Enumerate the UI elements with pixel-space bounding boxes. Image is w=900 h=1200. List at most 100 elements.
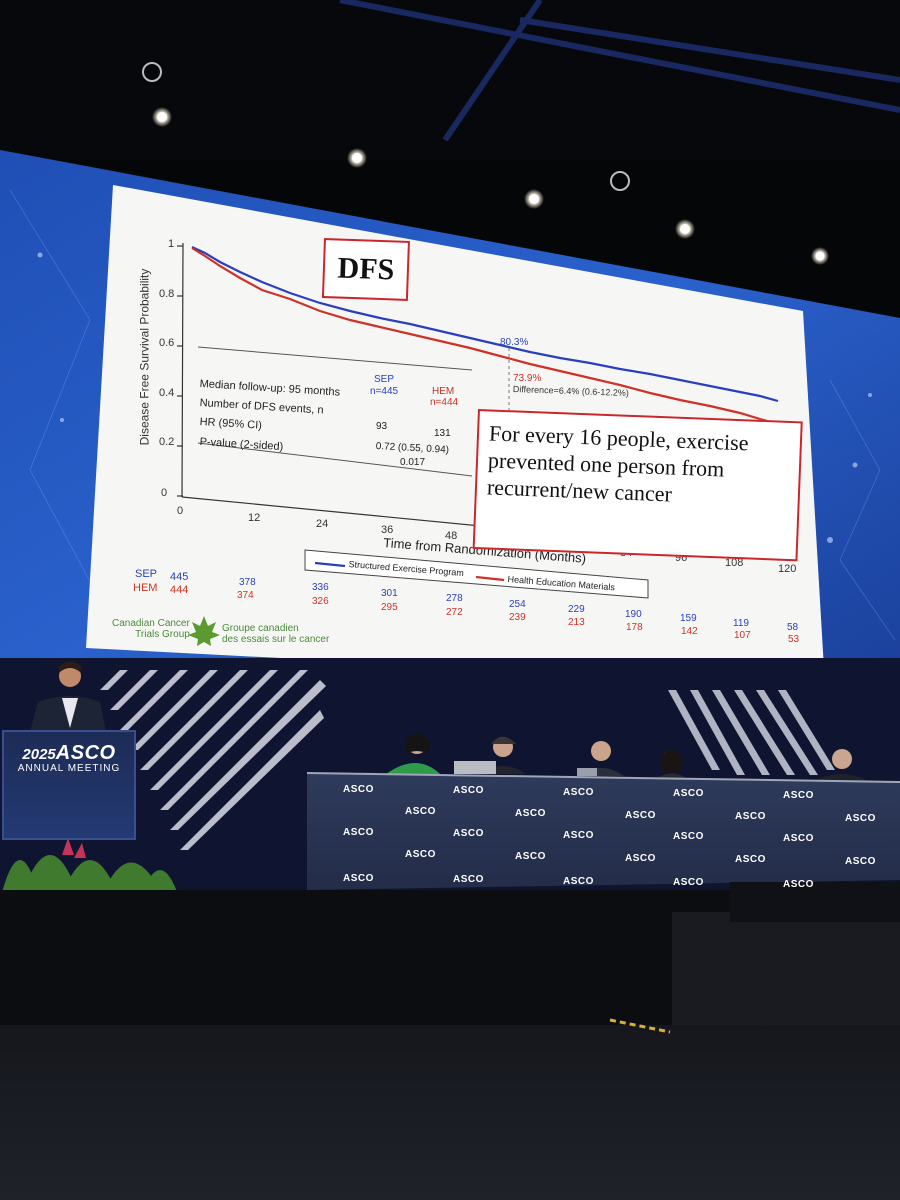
drape-asco-logo: ASCO — [845, 813, 876, 825]
panel-table-edge — [306, 772, 900, 783]
drape-asco-logo: ASCO — [735, 854, 766, 866]
stats-col-hem: HEM — [432, 386, 455, 397]
backdrop-stripes-left — [100, 670, 326, 850]
risk-hem-value: 107 — [734, 630, 751, 641]
y-tick-label: 0.8 — [159, 288, 175, 300]
risk-sep-value: 229 — [568, 604, 585, 615]
sep-percent-annotation: 80.3% — [500, 337, 529, 348]
hem-survival-curve — [191, 247, 779, 426]
stats-col-hem-n: n=444 — [430, 397, 459, 408]
risk-hem-value: 444 — [170, 584, 189, 596]
drape-asco-logo: ASCO — [783, 833, 814, 845]
drape-asco-logo: ASCO — [405, 806, 436, 818]
footer-org-en: Canadian Cancer Trials Group — [112, 618, 190, 640]
podium-subtitle: ANNUAL MEETING — [17, 763, 121, 774]
drape-asco-logo: ASCO — [343, 783, 374, 795]
slide — [86, 185, 825, 686]
drape-asco-logo: ASCO — [783, 879, 814, 891]
drape-asco-logo: ASCO — [563, 875, 594, 887]
drape-asco-logo: ASCO — [673, 788, 704, 800]
risk-hem-value: 295 — [381, 602, 398, 613]
panelist-1 — [386, 733, 440, 774]
drape-asco-logo: ASCO — [343, 826, 374, 838]
y-axis-label: Disease Free Survival Probability — [137, 268, 152, 446]
footer-org-fr: Groupe canadien des essais sur le cancer — [222, 623, 329, 645]
x-tick-label: 48 — [445, 530, 458, 542]
floor-carpet — [0, 1025, 900, 1200]
stats-col-sep-n: n=445 — [370, 386, 399, 397]
drape-asco-logo: ASCO — [563, 786, 594, 798]
slide-title-box: DFS — [321, 238, 410, 301]
x-tick-label: 0 — [177, 505, 184, 517]
x-tick-label: 24 — [316, 518, 329, 530]
legend-box — [304, 549, 649, 599]
footer-org-fr-line1: Groupe canadien — [222, 623, 299, 634]
risk-sep-value: 301 — [381, 588, 398, 599]
x-tick-label: 12 — [248, 512, 261, 524]
stats-table-rules — [197, 346, 473, 477]
y-tick-label: 0 — [161, 487, 168, 499]
x-tick-label: 120 — [778, 563, 797, 575]
drape-asco-logo: ASCO — [515, 808, 546, 820]
y-tick-label: 0.6 — [159, 337, 175, 349]
speaker-box-top — [730, 882, 900, 922]
x-tick-label: 108 — [725, 557, 744, 569]
panelist-2 — [454, 737, 526, 774]
stage-lights — [142, 62, 829, 265]
floor-tape — [609, 1018, 671, 1034]
drape-asco-logo: ASCO — [343, 872, 374, 884]
stats-pvalue: 0.017 — [400, 457, 426, 468]
y-tick-marks — [177, 245, 183, 497]
podium-brand: ASCO — [55, 742, 116, 764]
hem-percent-annotation: 73.9% — [513, 373, 542, 384]
drape-asco-logo: ASCO — [405, 849, 436, 861]
flowers — [62, 838, 86, 858]
sep-survival-curve — [191, 246, 779, 403]
podium: 2025ASCO ANNUAL MEETING — [2, 730, 136, 840]
risk-hem-value: 272 — [446, 607, 463, 618]
drape-asco-logo: ASCO — [673, 831, 704, 843]
panel-table-drape — [307, 773, 900, 890]
footer-org-fr-line2: des essais sur le cancer — [222, 634, 330, 645]
risk-hem-value: 142 — [681, 626, 698, 637]
risk-sep-value: 254 — [509, 599, 526, 610]
drape-asco-logo: ASCO — [515, 851, 546, 863]
risk-hem-value: 326 — [312, 596, 329, 607]
risk-sep-value: 58 — [787, 622, 799, 633]
stats-events-sep: 93 — [376, 421, 388, 432]
risk-hem-value: 53 — [788, 634, 800, 645]
risk-hem-value: 239 — [509, 612, 526, 623]
callout-box: For every 16 people, exercise prevented … — [472, 409, 803, 562]
drape-asco-logo: ASCO — [453, 874, 484, 886]
ceiling-truss — [339, 0, 900, 142]
risk-sep-value: 336 — [312, 582, 329, 593]
risk-sep-value: 159 — [680, 613, 697, 624]
drape-asco-logo: ASCO — [735, 811, 766, 823]
risk-sep-value: 119 — [733, 618, 749, 629]
x-tick-label: 36 — [381, 524, 394, 536]
backdrop-stripes-right — [668, 690, 835, 775]
podium-logo: 2025ASCO ANNUAL MEETING — [4, 742, 134, 774]
legend-hem-swatch — [475, 575, 505, 582]
risk-label-hem: HEM — [133, 582, 158, 594]
drape-asco-logo: ASCO — [453, 828, 484, 840]
panelist-3 — [577, 741, 624, 776]
drape-asco-logo: ASCO — [783, 790, 814, 802]
y-tick-label: 0.4 — [159, 387, 175, 399]
panelist-4 — [656, 749, 688, 779]
risk-sep-value: 190 — [625, 609, 642, 620]
presenter — [30, 661, 106, 732]
drape-asco-logo: ASCO — [563, 829, 594, 841]
drape-asco-logo: ASCO — [625, 809, 656, 821]
risk-label-sep: SEP — [135, 568, 158, 580]
podium-year: 2025 — [22, 746, 56, 763]
drape-asco-logo: ASCO — [845, 856, 876, 868]
footer-org-en-line1: Canadian Cancer — [112, 618, 190, 629]
risk-hem-value: 178 — [626, 622, 643, 633]
legend-sep-swatch — [314, 561, 346, 568]
stats-col-sep: SEP — [374, 374, 395, 385]
screen-dots — [37, 252, 872, 543]
risk-sep-value: 445 — [170, 571, 189, 583]
y-tick-label: 0.2 — [159, 436, 175, 448]
